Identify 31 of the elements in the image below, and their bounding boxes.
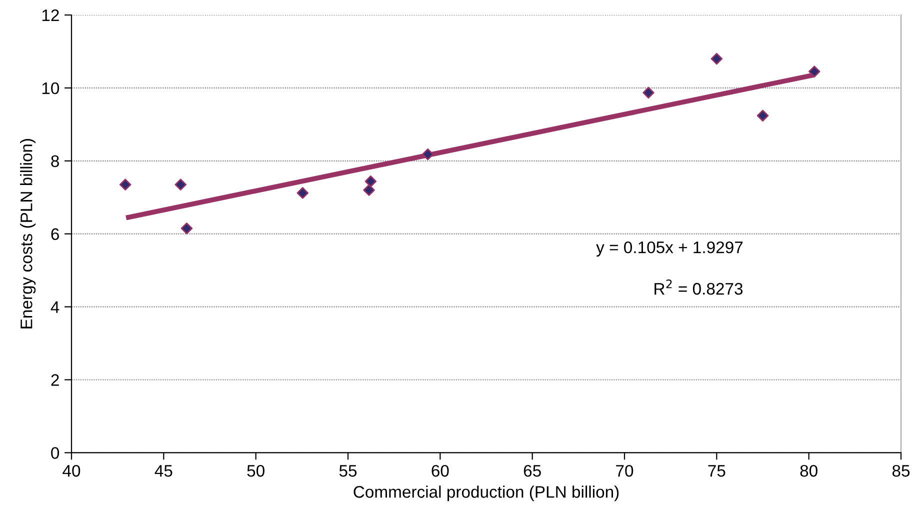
x-tick-label: 65: [524, 464, 541, 477]
x-tick-label: 60: [432, 464, 449, 477]
annotation: y = 0.105x + 1.9297: [596, 241, 743, 257]
y-tick-label: 2: [51, 374, 59, 386]
y-tick-label: 0: [51, 447, 60, 459]
point: [174, 178, 187, 190]
annotation: R$^{2}$ = 0.8273: [654, 280, 743, 295]
y-tick-label: 8: [51, 155, 59, 168]
x-tick-label: 50: [247, 464, 264, 477]
point: [296, 187, 309, 199]
point: [180, 222, 193, 234]
x-tick-label: 85: [892, 464, 910, 477]
point: [364, 175, 377, 188]
x-tick-label: 70: [616, 464, 634, 477]
y-tick-label: 4: [50, 301, 60, 313]
x-tick-label: 45: [154, 465, 172, 477]
point: [756, 110, 769, 122]
x-tick-label: 55: [339, 465, 357, 477]
x-tick-label: 40: [62, 464, 80, 477]
point: [363, 184, 375, 196]
y-tick-label: 6: [51, 228, 59, 240]
y-axis-title: Energy costs (PLN billion): [20, 139, 36, 328]
point: [642, 86, 654, 99]
point: [119, 178, 132, 190]
point: [808, 66, 820, 78]
point: [710, 52, 723, 65]
y-tick-label: 10: [42, 82, 60, 94]
x-tick-label: 75: [708, 465, 726, 477]
x-tick-label: 80: [800, 464, 818, 477]
x-axis-title: Commercial production (PLN billion): [354, 486, 619, 502]
y-tick-label: 12: [42, 9, 59, 22]
